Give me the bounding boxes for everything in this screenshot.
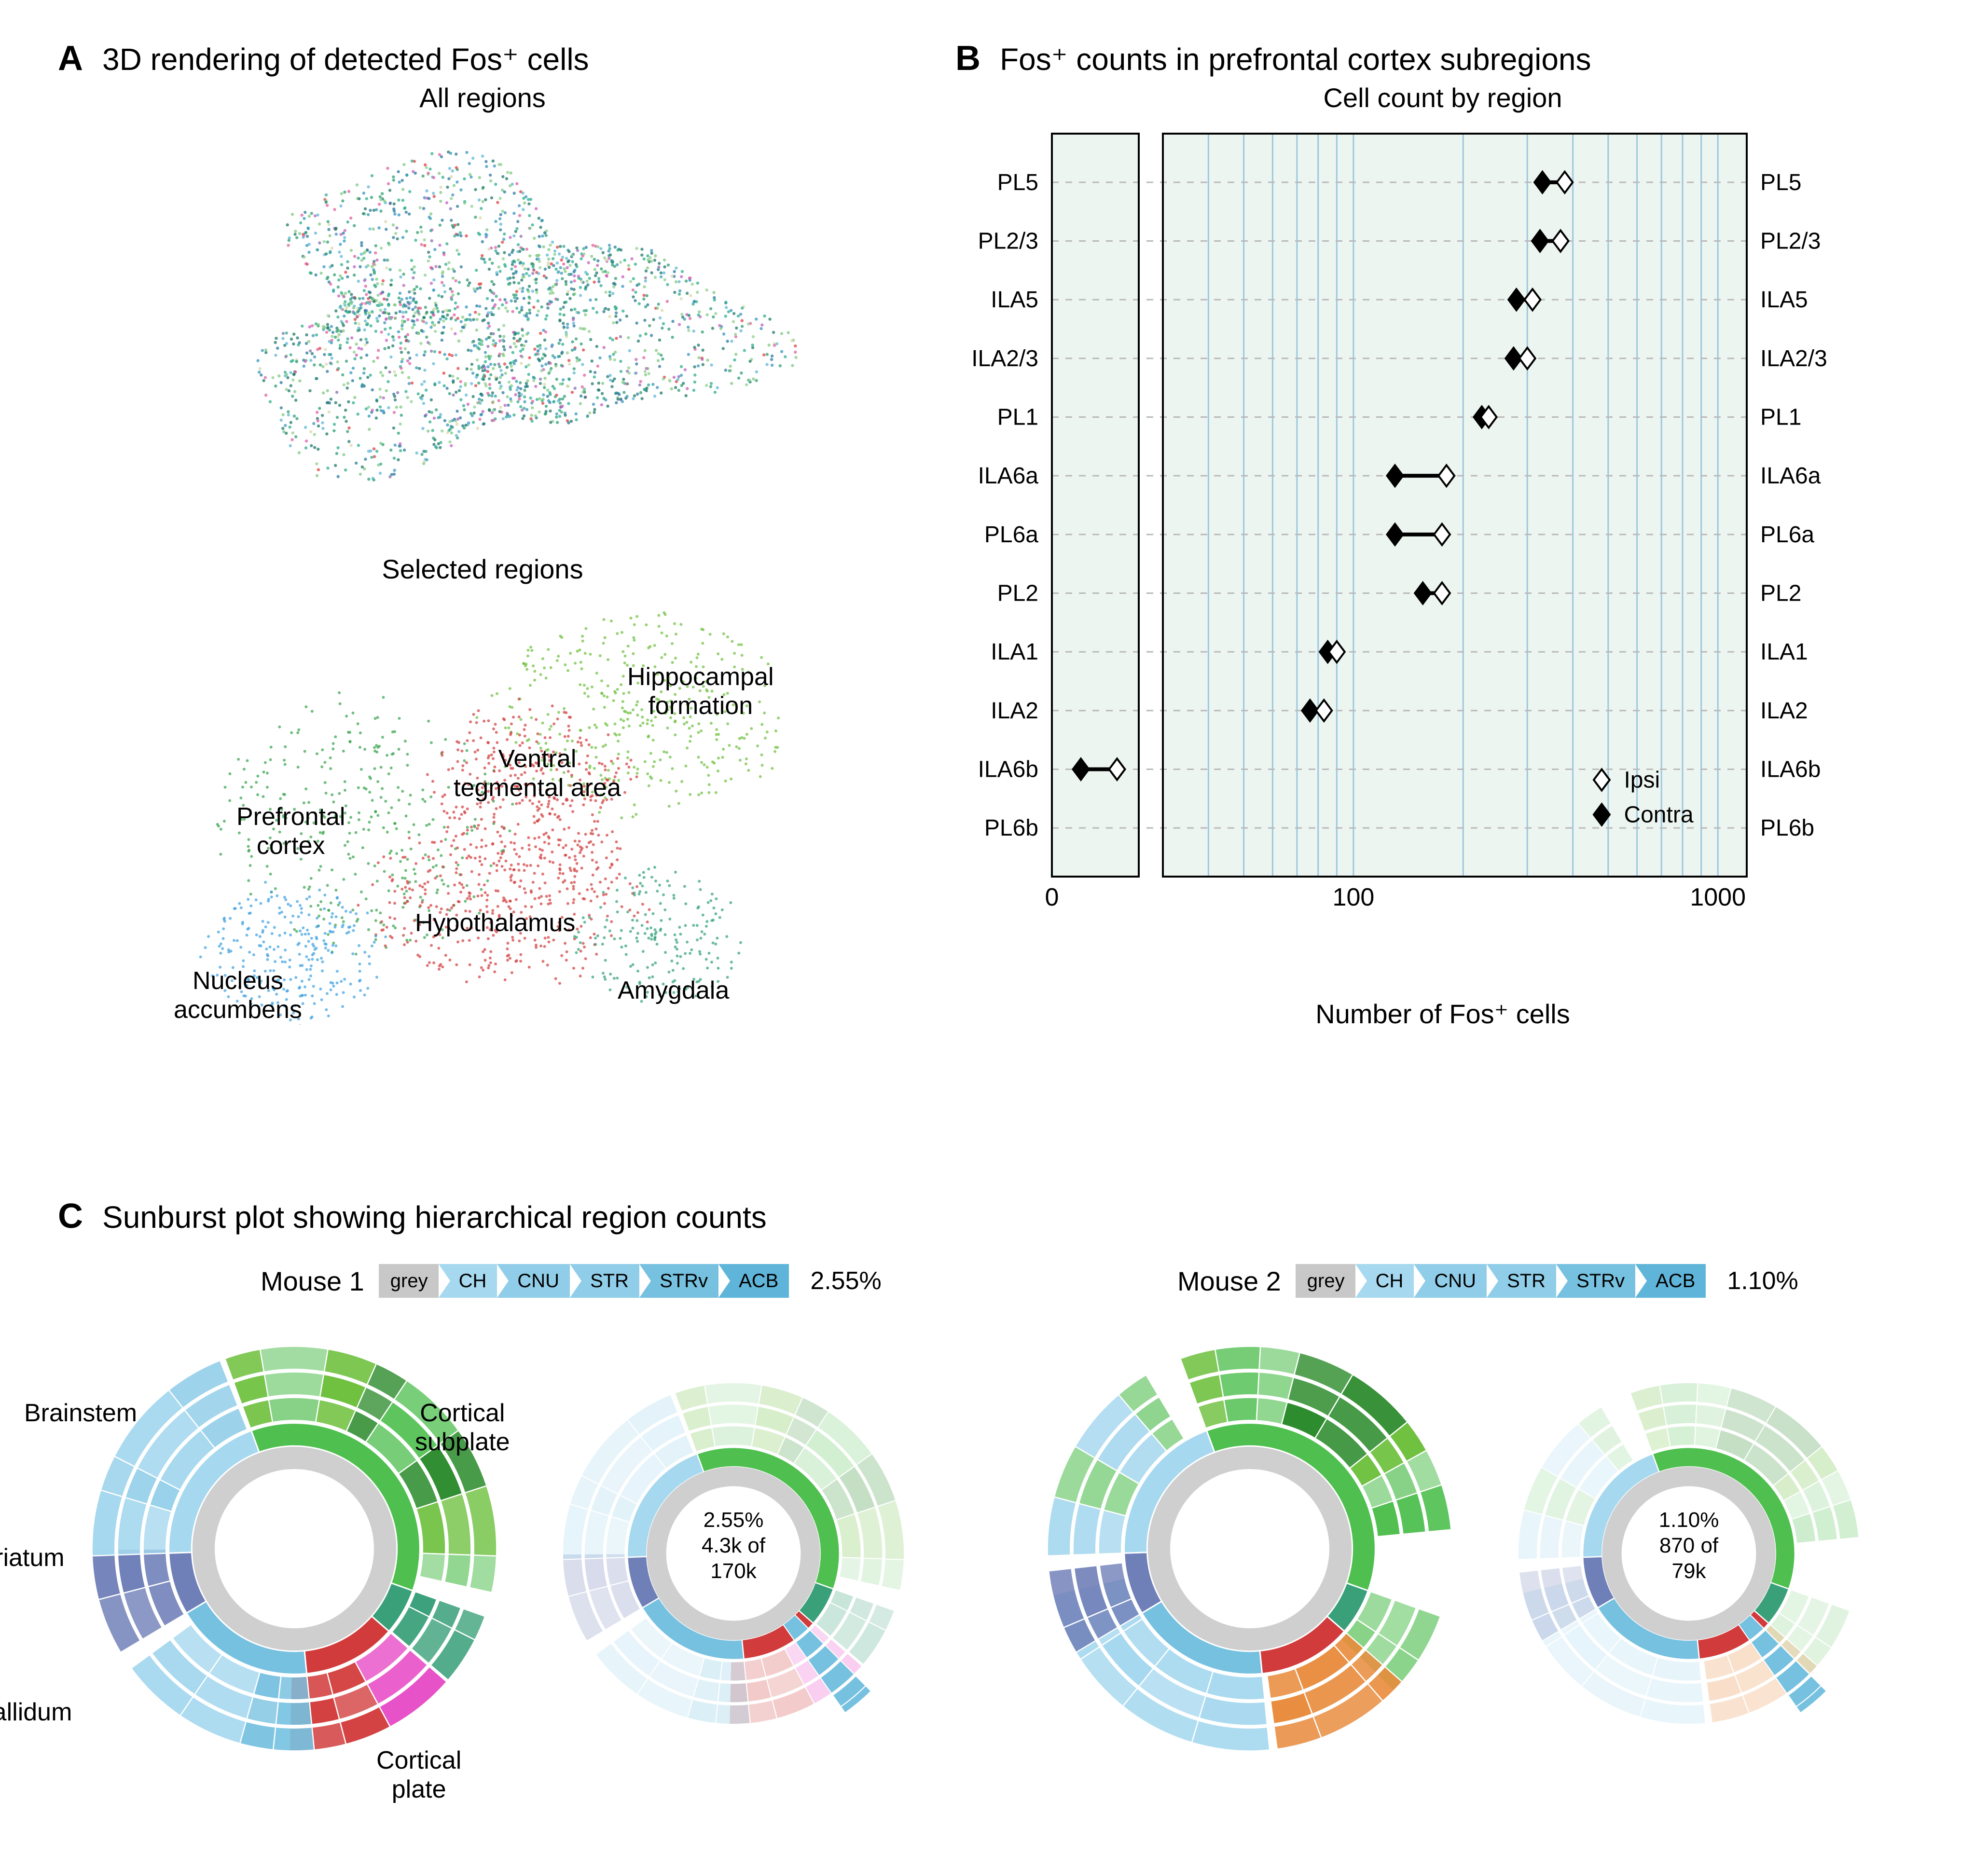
- svg-text:Contra: Contra: [1624, 802, 1693, 828]
- panel-b-subtitle: Cell count by region: [955, 82, 1930, 113]
- svg-text:ILA2/3: ILA2/3: [971, 346, 1038, 371]
- svg-text:PL2/3: PL2/3: [1760, 229, 1821, 254]
- panel-b-title: Fos⁺ counts in prefrontal cortex subregi…: [1000, 41, 1591, 78]
- panel-b-letter: B: [955, 39, 980, 78]
- panel-a-title: 3D rendering of detected Fos⁺ cells: [102, 41, 589, 78]
- region-label: Ventraltegmental area: [454, 745, 621, 803]
- sunburst-mouse1: [77, 1332, 511, 1766]
- svg-text:Ipsi: Ipsi: [1624, 768, 1660, 793]
- sunburst-annot: Corticalplate: [376, 1746, 461, 1804]
- svg-text:ILA2: ILA2: [991, 698, 1038, 724]
- breadcrumb-seg: STR: [570, 1264, 639, 1298]
- svg-text:PL2: PL2: [1760, 581, 1801, 606]
- svg-text:PL6a: PL6a: [1760, 522, 1814, 548]
- panel-c-title: Sunburst plot showing hierarchical regio…: [102, 1199, 767, 1235]
- panel-a-selected-title: Selected regions: [145, 553, 820, 585]
- svg-text:PL1: PL1: [1760, 405, 1801, 430]
- mouse2-label: Mouse 2: [1177, 1265, 1281, 1297]
- breadcrumb-seg: STR: [1487, 1264, 1556, 1298]
- panel-a-allregions-title: All regions: [145, 82, 820, 113]
- sunburst-annot: Striatum: [0, 1544, 65, 1573]
- breadcrumb-seg: CH: [439, 1264, 497, 1298]
- svg-text:ILA6a: ILA6a: [1760, 463, 1821, 489]
- sunburst-mouse2: [1033, 1332, 1467, 1766]
- svg-text:ILA5: ILA5: [1760, 287, 1808, 313]
- point-cloud-all: [145, 119, 820, 515]
- panel-c: C Sunburst plot showing hierarchical reg…: [58, 1196, 1930, 1253]
- svg-text:100: 100: [1333, 883, 1375, 911]
- panel-c-letter: C: [58, 1196, 83, 1236]
- region-label: Amygdala: [618, 976, 729, 1005]
- region-label: Hippocampalformation: [627, 663, 774, 721]
- sunburst-annot: Brainstem: [24, 1399, 137, 1428]
- mouse1-label: Mouse 1: [261, 1265, 364, 1297]
- breadcrumb-seg: ACB: [718, 1264, 789, 1298]
- svg-text:0: 0: [1045, 883, 1059, 911]
- mouse1-breadcrumb: greyCHCNUSTRSTRvACB: [379, 1264, 789, 1298]
- svg-text:ILA5: ILA5: [991, 287, 1038, 313]
- svg-text:1000: 1000: [1690, 883, 1746, 911]
- mouse1-pct: 2.55%: [810, 1266, 881, 1295]
- svg-text:ILA2/3: ILA2/3: [1760, 346, 1827, 371]
- svg-text:PL6b: PL6b: [984, 815, 1038, 841]
- region-label: Hypothalamus: [415, 909, 575, 938]
- svg-text:PL1: PL1: [997, 405, 1038, 430]
- svg-text:ILA6a: ILA6a: [978, 463, 1039, 489]
- dotplot: PL5 PL5 PL2/3 PL2/3 ILA5 ILA5 ILA2/3 ILA2/3 PL1 P…: [955, 119, 1872, 988]
- region-label: Nucleusaccumbens: [174, 967, 302, 1025]
- sunburst-annot: Corticalsubplate: [415, 1399, 510, 1457]
- region-label: Prefrontalcortex: [236, 803, 345, 861]
- mouse1-inset-text: 2.55%4.3k of170k: [676, 1508, 791, 1584]
- breadcrumb-seg: grey: [379, 1264, 439, 1298]
- svg-text:PL2/3: PL2/3: [978, 229, 1038, 254]
- breadcrumb-seg: CNU: [497, 1264, 570, 1298]
- panel-a: A 3D rendering of detected Fos⁺ cells Al…: [58, 39, 917, 1025]
- panel-b-xlabel: Number of Fos⁺ cells: [955, 998, 1930, 1030]
- svg-text:PL5: PL5: [1760, 170, 1801, 195]
- breadcrumb-seg: STRv: [1556, 1264, 1635, 1298]
- svg-text:PL5: PL5: [997, 170, 1038, 195]
- breadcrumb-seg: ACB: [1635, 1264, 1706, 1298]
- breadcrumb-seg: STRv: [639, 1264, 718, 1298]
- panel-b: B Fos⁺ counts in prefrontal cortex subre…: [955, 39, 1930, 1030]
- svg-text:PL6a: PL6a: [984, 522, 1038, 548]
- breadcrumb-seg: grey: [1296, 1264, 1355, 1298]
- sunburst-annot: Pallidum: [0, 1698, 72, 1727]
- svg-text:ILA1: ILA1: [1760, 639, 1808, 665]
- mouse2-inset-text: 1.10%870 of79k: [1631, 1508, 1747, 1584]
- mouse2-pct: 1.10%: [1727, 1266, 1798, 1295]
- svg-text:ILA1: ILA1: [991, 639, 1038, 665]
- mouse2-breadcrumb: greyCHCNUSTRSTRvACB: [1296, 1264, 1706, 1298]
- svg-text:ILA2: ILA2: [1760, 698, 1808, 724]
- svg-text:PL2: PL2: [997, 581, 1038, 606]
- svg-text:ILA6b: ILA6b: [978, 757, 1038, 783]
- breadcrumb-seg: CNU: [1414, 1264, 1487, 1298]
- panel-a-letter: A: [58, 39, 83, 78]
- svg-text:PL6b: PL6b: [1760, 815, 1814, 841]
- svg-text:ILA6b: ILA6b: [1760, 757, 1821, 783]
- breadcrumb-seg: CH: [1355, 1264, 1414, 1298]
